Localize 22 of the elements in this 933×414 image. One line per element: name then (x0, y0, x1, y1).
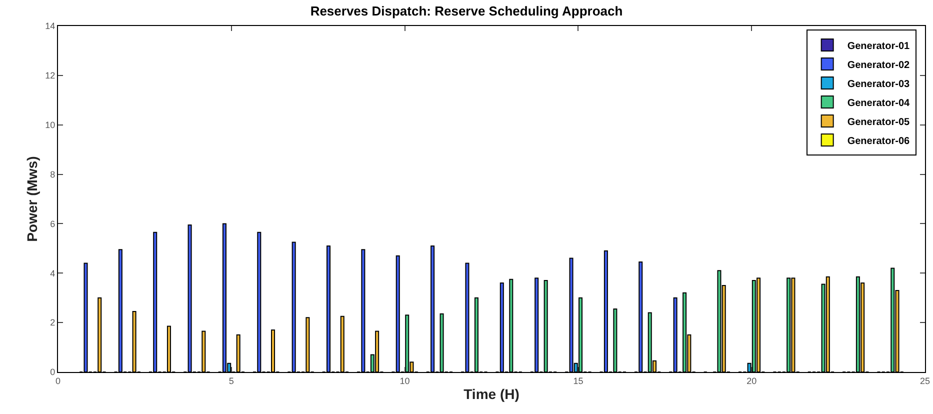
legend-label: Generator-01 (847, 40, 910, 52)
y-tick-label: 0 (50, 367, 56, 378)
legend-label: Generator-03 (847, 78, 910, 90)
x-tick-label: 10 (400, 376, 410, 386)
y-tick-label: 14 (45, 21, 56, 32)
legend-label: Generator-02 (847, 60, 910, 71)
x-tick-label: 20 (746, 376, 757, 386)
chart-title: Reserves Dispatch: Reserve Scheduling Approach (310, 3, 623, 18)
x-tick-label: 25 (920, 376, 930, 386)
x-tick-label: 15 (573, 376, 584, 386)
y-tick-label: 10 (45, 120, 56, 130)
y-tick-label: 4 (50, 268, 56, 278)
y-tick-label: 8 (50, 169, 56, 180)
y-tick-label: 12 (45, 70, 56, 81)
legend-label: Generator-05 (847, 116, 910, 128)
legend-label: Generator-04 (847, 98, 910, 109)
x-tick-label: 5 (228, 376, 234, 386)
y-tick-label: 6 (50, 218, 56, 229)
legend-label: Generator-06 (847, 136, 910, 147)
x-axis-title: Time (H) (464, 386, 520, 402)
y-axis-title: Power (Mws) (24, 156, 40, 242)
y-tick-label: 2 (50, 318, 56, 328)
